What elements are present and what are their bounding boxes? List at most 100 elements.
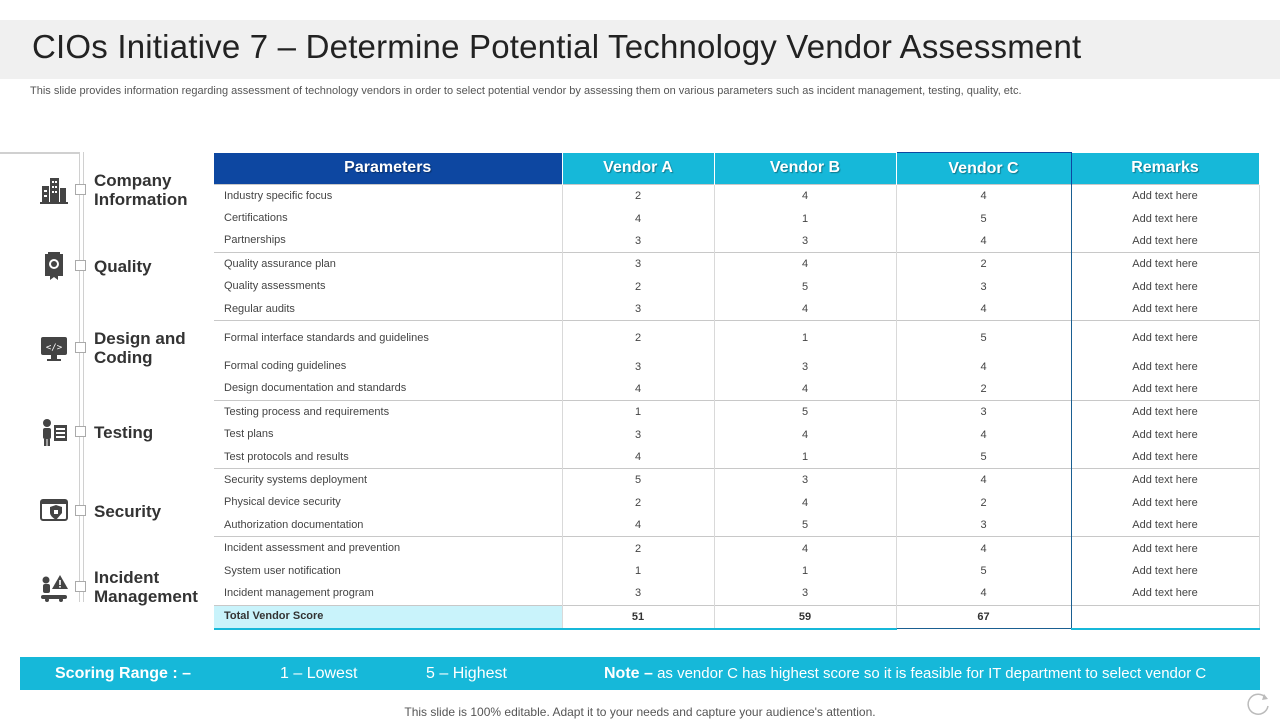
vendor-b-cell: 5 (714, 400, 897, 424)
scoring-note: Note – as vendor C has highest score so … (604, 665, 1206, 683)
vendor-b-cell: 5 (714, 514, 897, 537)
category-quality: Quality (0, 244, 210, 288)
remarks-cell: Add text here (1071, 320, 1260, 356)
table-row: Design documentation and standards 4 4 2 Add… (214, 377, 1260, 401)
scoring-highest: 5 – Highest (426, 665, 507, 682)
remarks-cell: Add text here (1071, 582, 1260, 606)
vendor-b-cell: 4 (714, 491, 897, 515)
category-label: Incident Management (94, 568, 198, 606)
vendor-b-cell: 3 (714, 229, 897, 253)
vendor-b-cell: 1 (714, 320, 897, 356)
table-row: Formal interface standards and guideline… (214, 320, 1260, 356)
vendor-a-cell: 1 (562, 400, 715, 424)
parameter-cell: Incident assessment and prevention (214, 536, 563, 560)
rail-marker (75, 505, 86, 516)
vendor-a-cell: 4 (562, 377, 715, 401)
scoring-lowest: 1 – Lowest (280, 665, 358, 682)
vendor-c-cell: 4 (895, 229, 1072, 253)
vendor-c-cell: 3 (895, 275, 1072, 298)
remarks-cell: Add text here (1071, 400, 1260, 424)
footer-text: This slide is 100% editable. Adapt it to… (404, 705, 876, 719)
vendor-a-cell: 3 (562, 252, 715, 276)
vendor-c-cell: 4 (895, 297, 1072, 321)
table-row: Incident management program 3 3 4 Add text h… (214, 582, 1260, 606)
remarks-cell: Add text here (1071, 468, 1260, 492)
security-shield-icon (40, 499, 68, 521)
category-label: Company Information (94, 171, 188, 209)
vendor-a-cell: 4 (562, 207, 715, 230)
page-title: CIOs Initiative 7 – Determine Potential … (32, 28, 1082, 65)
vendor-a-cell: 1 (562, 559, 715, 583)
category-label: Design and Coding (94, 329, 186, 367)
title-bar (0, 20, 1280, 79)
rail-marker (75, 342, 86, 353)
category-testing: Testing (0, 410, 210, 454)
vendor-a-cell: 3 (562, 297, 715, 321)
remarks-cell: Add text here (1071, 207, 1260, 230)
category-rail: Company Information Quality </> Design a… (0, 152, 210, 622)
parameter-cell: Partnerships (214, 229, 563, 253)
testing-person-icon (43, 419, 67, 446)
table-row: Formal coding guidelines 3 3 4 Add text here (214, 355, 1260, 378)
remarks-cell: Add text here (1071, 445, 1260, 469)
vendor-b-cell: 3 (714, 355, 897, 378)
header-vendor-a: Vendor A (562, 152, 715, 185)
vendor-c-cell: 3 (895, 514, 1072, 537)
remarks-cell: Add text here (1071, 514, 1260, 537)
total-vendor-c: 67 (895, 604, 1072, 630)
vendor-a-cell: 3 (562, 229, 715, 253)
note-text: as vendor C has highest score so it is f… (657, 665, 1207, 682)
refresh-icon (1247, 693, 1269, 715)
parameter-cell: Formal interface standards and guideline… (214, 320, 563, 356)
vendor-c-cell: 5 (895, 559, 1072, 583)
vendor-c-cell: 2 (895, 252, 1072, 276)
header-parameters: Parameters (214, 152, 563, 185)
table-row: Incident assessment and prevention 2 4 4 Add… (214, 536, 1260, 560)
remarks-cell: Add text here (1071, 559, 1260, 583)
vendor-b-cell: 4 (714, 252, 897, 276)
vendor-a-cell: 2 (562, 275, 715, 298)
vendor-a-cell: 2 (562, 536, 715, 560)
vendor-b-cell: 1 (714, 559, 897, 583)
vendor-b-cell: 4 (714, 297, 897, 321)
table-row: Quality assurance plan 3 4 2 Add text here (214, 252, 1260, 276)
total-label-cell: Total Vendor Score (214, 604, 563, 630)
table-row: Security systems deployment 5 3 4 Add text h… (214, 468, 1260, 492)
parameter-cell: Certifications (214, 207, 563, 230)
vendor-c-cell: 4 (895, 423, 1072, 446)
vendor-assessment-table: Parameters Vendor A Vendor B Vendor C Re… (214, 152, 1260, 630)
rail-marker (75, 426, 86, 437)
svg-text:</>: </> (46, 343, 63, 353)
page-subtitle: This slide provides information regardin… (30, 85, 1022, 97)
vendor-b-cell: 4 (714, 423, 897, 446)
table-row: Partnerships 3 3 4 Add text here (214, 229, 1260, 253)
table-row: System user notification 1 1 5 Add text here (214, 559, 1260, 583)
scoring-band: Scoring Range : – 1 – Lowest 5 – Highest… (20, 657, 1260, 690)
code-monitor-icon: </> (41, 337, 67, 361)
vendor-b-cell: 3 (714, 468, 897, 492)
category-incident-management: Incident Management (0, 565, 210, 609)
rail-vertical-line (79, 152, 84, 602)
parameter-cell: Regular audits (214, 297, 563, 321)
table-row: Testing process and requirements 1 5 3 Add t… (214, 400, 1260, 424)
vendor-c-cell: 5 (895, 207, 1072, 230)
table-row: Quality assessments 2 5 3 Add text here (214, 275, 1260, 298)
parameter-cell: Testing process and requirements (214, 400, 563, 424)
category-label: Security (94, 501, 162, 521)
vendor-a-cell: 3 (562, 355, 715, 378)
vendor-a-cell: 3 (562, 582, 715, 606)
vendor-a-cell: 2 (562, 320, 715, 356)
vendor-a-cell: 2 (562, 184, 715, 208)
parameter-cell: Incident management program (214, 582, 563, 606)
parameter-cell: System user notification (214, 559, 563, 583)
vendor-c-cell: 4 (895, 582, 1072, 606)
vendor-a-cell: 4 (562, 445, 715, 469)
parameter-cell: Authorization documentation (214, 514, 563, 537)
total-row: Total Vendor Score 51 59 67 (214, 604, 1260, 630)
remarks-cell: Add text here (1071, 491, 1260, 515)
remarks-cell: Add text here (1071, 252, 1260, 276)
vendor-c-cell: 2 (895, 491, 1072, 515)
parameter-cell: Formal coding guidelines (214, 355, 563, 378)
rail-marker (75, 184, 86, 195)
remarks-cell: Add text here (1071, 355, 1260, 378)
